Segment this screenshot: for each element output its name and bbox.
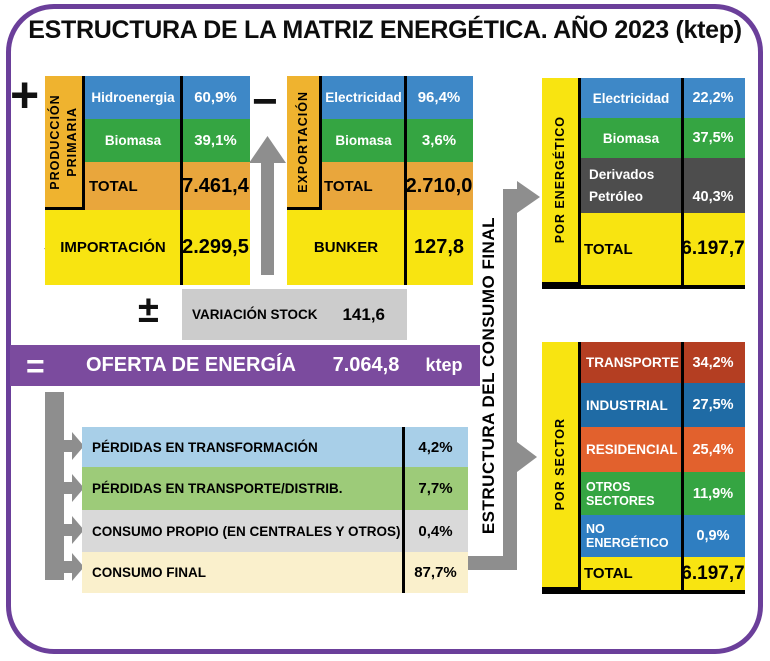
row-value: 96,4% [417, 89, 461, 106]
estructura-consumo-final-label: ESTRUCTURA DEL CONSUMO FINAL [478, 216, 498, 535]
row-label: RESIDENCIAL [586, 442, 678, 457]
pe-bottom-border [542, 285, 745, 289]
row-label: TRANSPORTE [586, 355, 680, 370]
row-transporte: TRANSPORTE 34,2% [581, 342, 745, 383]
estructura-consumo-final-label-wrap: ESTRUCTURA DEL CONSUMO FINAL [476, 183, 502, 568]
row-label: Derivados Petróleo [589, 166, 655, 204]
row-value: 6.197,7 [681, 238, 745, 259]
row-value: 11,9% [692, 485, 734, 502]
row-bunker: BUNKER 127,8 [287, 210, 473, 285]
divider-ex [404, 76, 407, 285]
row-label: Biomasa [602, 130, 660, 146]
row-label: TOTAL [89, 177, 138, 195]
ps-bottom-border [542, 590, 745, 594]
row-label: CONSUMO FINAL [92, 565, 206, 580]
produccion-primaria-label: PRODUCCIÓN PRIMARIA [47, 93, 79, 190]
row-label: PÉRDIDAS EN TRANSFORMACIÓN [92, 439, 318, 455]
row-label: INDUSTRIAL [586, 397, 668, 413]
row-total-ex: TOTAL 2.710,0 [322, 162, 473, 210]
row-total-ps: TOTAL 6.197,7 [581, 557, 745, 590]
por-energetico-label: POR ENERGÉTICO [552, 116, 567, 244]
row-hidroenergia: Hidroenergia 60,9% [85, 76, 250, 119]
oferta-unit: ktep [425, 355, 463, 375]
row-label: Biomasa [335, 133, 392, 148]
row-value: 39,1% [194, 132, 237, 149]
row-value: 7,7% [418, 480, 453, 497]
por-sector-label: POR SECTOR [552, 418, 567, 511]
page-title: ESTRUCTURA DE LA MATRIZ ENERGÉTICA. AÑO … [28, 16, 742, 44]
produccion-primaria-label-column: PRODUCCIÓN PRIMARIA [45, 76, 85, 210]
row-value: 60,9% [194, 89, 237, 106]
equals-sign: = [26, 347, 45, 384]
divider-pe [681, 78, 684, 285]
comb-arrows [45, 392, 84, 581]
row-label: CONSUMO PROPIO (EN CENTRALES Y OTROS) [92, 523, 401, 539]
divider-cf [402, 427, 405, 593]
row-value: 27,5% [692, 397, 734, 413]
row-label: Electricidad [592, 90, 670, 106]
row-value: 22,2% [692, 90, 734, 106]
minus-sign: − [252, 77, 278, 126]
por-sector-label-column: POR SECTOR [542, 342, 581, 590]
row-label: IMPORTACIÓN [60, 239, 166, 256]
exportacion-label-column: EXPORTACIÓN [287, 76, 322, 210]
row-value: 34,2% [692, 354, 734, 371]
divider-ps [681, 342, 684, 590]
por-energetico-label-column: POR ENERGÉTICO [542, 78, 581, 285]
row-electricidad-pe: Electricidad 22,2% [581, 78, 745, 118]
row-no-energetico: NO ENERGÉTICO 0,9% [581, 515, 745, 557]
row-value: 37,5% [692, 130, 734, 146]
row-value: 4,2% [418, 438, 453, 456]
row-value: 2.710,0 [405, 174, 473, 197]
row-importacion: IMPORTACIÓN 2.299,5 [45, 210, 250, 285]
row-label: BUNKER [313, 239, 379, 256]
row-label: Hidroenergia [91, 90, 175, 105]
row-label: TOTAL [584, 565, 633, 582]
row-label: TOTAL [324, 177, 373, 195]
row-residencial: RESIDENCIAL 25,4% [581, 427, 745, 472]
row-industrial: INDUSTRIAL 27,5% [581, 383, 745, 427]
stock-value: 141,6 [342, 304, 385, 324]
row-label: NO ENERGÉTICO [586, 522, 669, 550]
row-label: TOTAL [584, 240, 633, 258]
oferta-label: OFERTA DE ENERGÍA [85, 354, 296, 376]
plus-minus-sign: ± [138, 289, 159, 331]
row-total-pp: TOTAL 7.461,4 [85, 162, 250, 210]
stock-label: VARIACIÓN STOCK [192, 307, 318, 322]
row-perdidas-transformacion: PÉRDIDAS EN TRANSFORMACIÓN 4,2% [82, 427, 468, 467]
row-value: 40,3% [692, 189, 734, 205]
row-electricidad-ex: Electricidad 96,4% [322, 76, 473, 119]
row-biomasa-ex: Biomasa 3,6% [322, 119, 473, 162]
variacion-stock-box: VARIACIÓN STOCK 141,6 [182, 289, 407, 340]
row-value: 0,9% [696, 528, 730, 544]
plus-sign: + [10, 67, 40, 123]
row-value: 25,4% [692, 441, 734, 458]
up-arrow [249, 136, 286, 275]
row-label: Electricidad [325, 90, 402, 105]
row-total-pe: TOTAL 6.197,7 [581, 213, 745, 285]
row-consumo-propio: CONSUMO PROPIO (EN CENTRALES Y OTROS) 0,… [82, 510, 468, 552]
row-derivados-petroleo: Derivados Petróleo 40,3% [581, 158, 745, 213]
row-biomasa-pp: Biomasa 39,1% [85, 119, 250, 162]
row-biomasa-pe: Biomasa 37,5% [581, 118, 745, 158]
row-label: PÉRDIDAS EN TRANSPORTE/DISTRIB. [92, 481, 343, 496]
row-otros-sectores: OTROS SECTORES 11,9% [581, 472, 745, 515]
row-label: Biomasa [104, 133, 162, 148]
divider-pp [180, 76, 183, 285]
row-consumo-final: CONSUMO FINAL 87,7% [82, 552, 468, 593]
row-value: 127,8 [413, 236, 465, 258]
row-perdidas-transporte: PÉRDIDAS EN TRANSPORTE/DISTRIB. 7,7% [82, 467, 468, 510]
exportacion-label: EXPORTACIÓN [295, 90, 310, 193]
row-value: 6.197,7 [681, 562, 745, 584]
oferta-value: 7.064,8 [332, 354, 400, 376]
row-value: 7.461,4 [182, 174, 249, 197]
row-value: 2.299,5 [182, 236, 249, 258]
row-label: OTROS SECTORES [586, 479, 655, 508]
row-value: 3,6% [421, 132, 457, 149]
oferta-energia-bar: = OFERTA DE ENERGÍA 7.064,8 ktep [10, 345, 480, 386]
row-value: 87,7% [414, 564, 457, 581]
row-value: 0,4% [418, 522, 453, 540]
